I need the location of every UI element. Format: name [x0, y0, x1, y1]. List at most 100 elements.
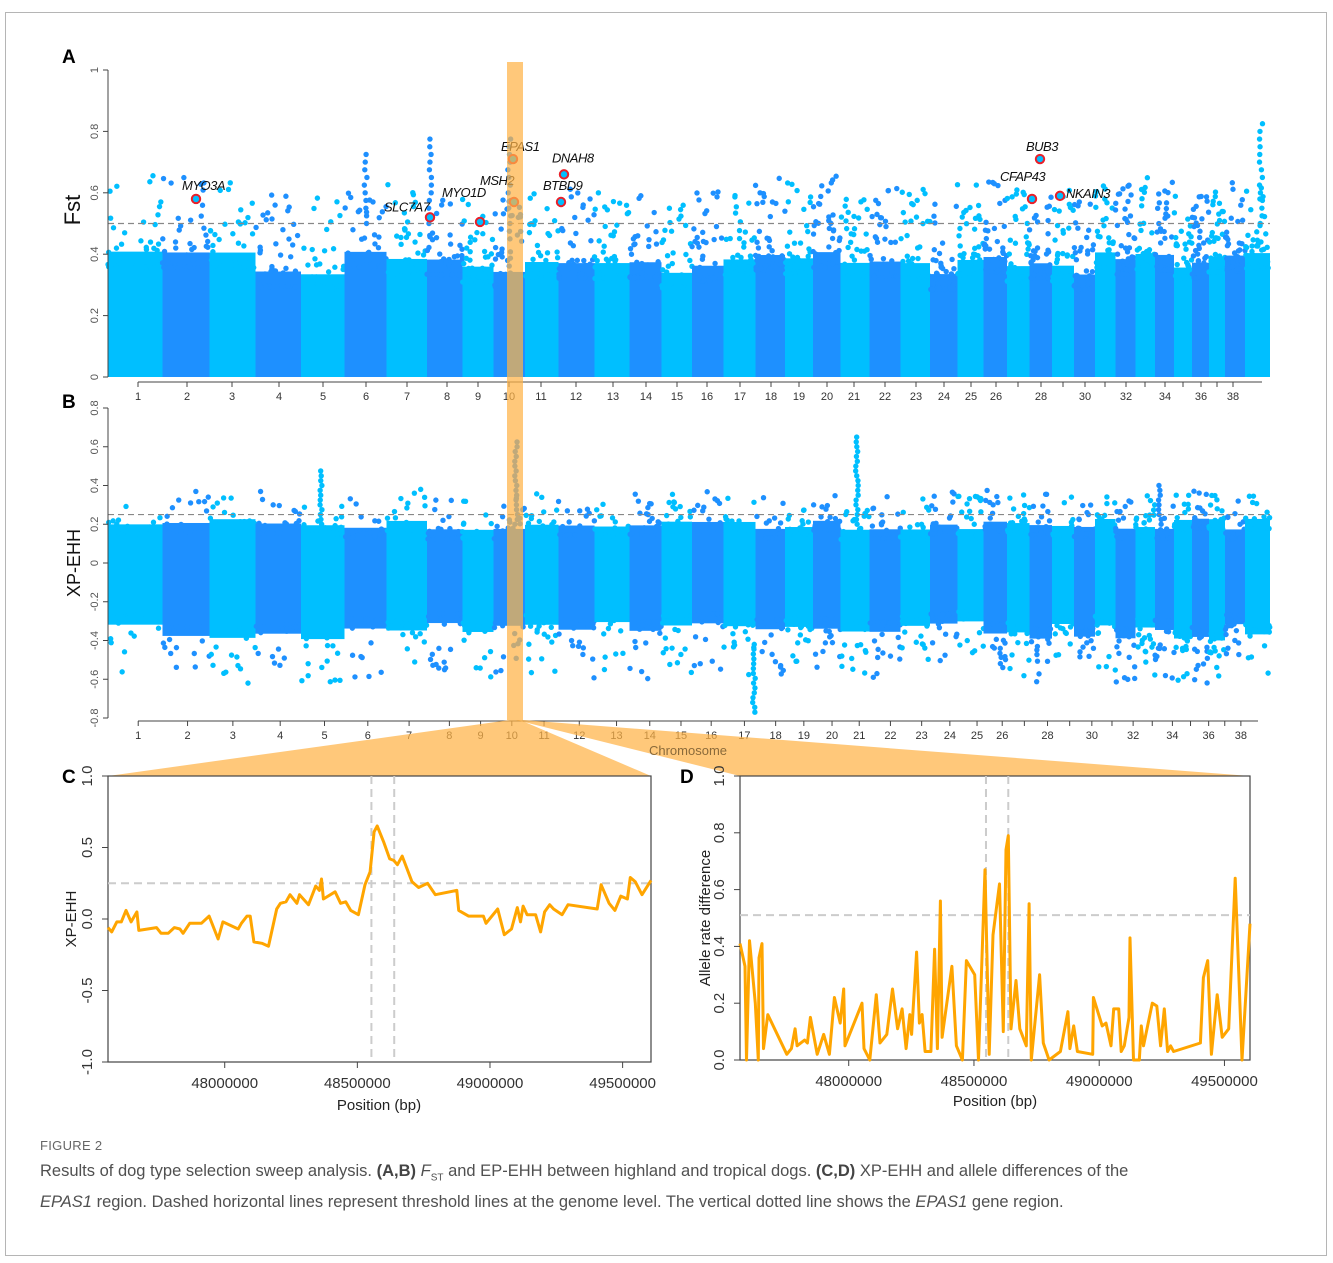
snp-point [566, 519, 572, 525]
snp-point [1112, 207, 1119, 213]
snp-point [541, 612, 548, 619]
snp-point [1169, 179, 1176, 186]
snp-point [843, 225, 850, 232]
snp-point [604, 275, 611, 281]
snp-point [1131, 664, 1138, 670]
snp-point [1020, 510, 1027, 517]
chromosome-band-16 [692, 265, 724, 377]
snp-point [1116, 650, 1122, 657]
snp-point [1220, 208, 1226, 215]
snp-point [612, 525, 618, 531]
chromosome-band-8 [427, 259, 463, 377]
snp-point [882, 236, 888, 242]
chromosome-band-11 [525, 524, 559, 625]
snp-point [829, 639, 836, 646]
snp-point [659, 239, 665, 246]
x-tick-label: 7 [404, 391, 410, 403]
snp-point [1055, 616, 1061, 622]
snp-point [1053, 652, 1059, 658]
snp-point [1163, 530, 1170, 537]
snp-point [1063, 630, 1069, 637]
snp-point [301, 278, 307, 284]
snp-point-peak [362, 159, 368, 165]
snp-point [1055, 250, 1061, 257]
snp-point [1128, 192, 1134, 198]
snp-point [1189, 624, 1195, 631]
chromosome-band-26 [983, 256, 1007, 377]
snp-point [358, 653, 364, 660]
snp-point [958, 609, 964, 616]
snp-point [968, 261, 975, 268]
snp-point [653, 229, 659, 235]
chromosome-band-7 [386, 520, 427, 631]
snp-point [957, 225, 963, 232]
snp-point-peak [751, 646, 757, 652]
snp-point [270, 502, 276, 508]
snp-point [379, 209, 386, 215]
snp-point [826, 244, 832, 250]
snp-point [571, 261, 577, 268]
snp-point [805, 519, 812, 525]
snp-point [406, 258, 412, 264]
snp-point [692, 238, 698, 245]
snp-point [411, 659, 418, 665]
x-tick-label: 32 [1120, 391, 1132, 403]
y-tick-label: 0.6 [89, 439, 101, 454]
snp-point [595, 190, 602, 196]
snp-point [678, 514, 684, 521]
snp-point [1092, 613, 1099, 620]
snp-point [1185, 506, 1192, 512]
x-tick-label: 23 [910, 391, 922, 403]
snp-point [932, 201, 938, 207]
snp-point [549, 639, 555, 645]
snp-point [874, 670, 880, 677]
snp-point [1022, 518, 1028, 524]
snp-point [1173, 492, 1179, 498]
snp-point [1265, 626, 1271, 632]
snp-point [844, 509, 850, 515]
snp-point [1097, 254, 1104, 260]
chromosome-band-3 [209, 519, 256, 638]
snp-point [245, 680, 251, 686]
snp-point [405, 500, 411, 506]
snp-point [220, 628, 226, 634]
snp-point [530, 256, 536, 263]
snp-point [173, 245, 179, 251]
snp-point [342, 205, 348, 211]
snp-point [1115, 270, 1121, 276]
snp-point [238, 207, 244, 213]
snp-point [1179, 522, 1186, 528]
snp-point [1162, 672, 1169, 679]
snp-point [334, 531, 340, 537]
snp-point [1036, 671, 1042, 677]
snp-point [257, 488, 264, 495]
snp-point [851, 257, 858, 263]
snp-point [745, 636, 751, 642]
snp-point [404, 505, 410, 511]
snp-point [1204, 198, 1210, 204]
snp-point [413, 261, 419, 267]
snp-point [309, 246, 315, 253]
snp-point [715, 610, 721, 617]
snp-point [497, 270, 504, 277]
snp-point [1173, 644, 1179, 651]
snp-point [957, 243, 963, 249]
snp-point [683, 251, 689, 258]
chromosome-band-2 [162, 252, 210, 377]
chromosome-band-35 [1174, 267, 1192, 377]
chromosome-band-21 [840, 262, 870, 377]
snp-point [1163, 628, 1170, 635]
snp-point [213, 644, 219, 650]
snp-point [173, 623, 180, 630]
snp-point [201, 225, 207, 231]
snp-point [800, 529, 807, 535]
snp-point [925, 615, 931, 622]
snp-point [377, 531, 384, 538]
snp-point [670, 250, 676, 256]
snp-point [794, 187, 800, 194]
snp-point [875, 271, 881, 278]
snp-point [772, 264, 779, 270]
snp-point [124, 529, 131, 535]
snp-point [173, 644, 180, 651]
snp-point [764, 235, 770, 241]
